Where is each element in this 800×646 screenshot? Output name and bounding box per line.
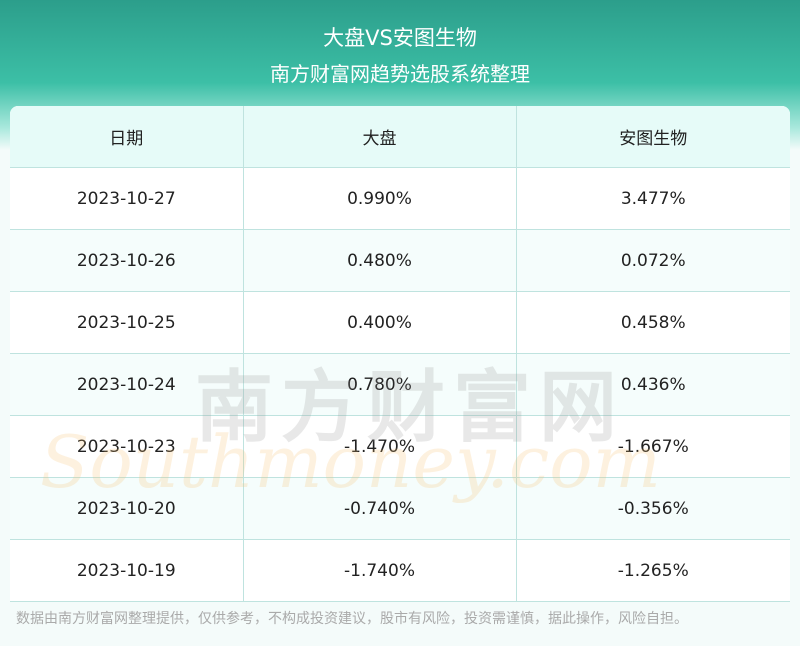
table-cell: -1.740% <box>243 539 517 602</box>
table-row: 2023-10-23 -1.470% -1.667% <box>10 415 790 478</box>
title: 大盘VS安图生物 <box>323 26 477 50</box>
footer-note: 数据由南方财富网整理提供，仅供参考，不构成投资建议，股市有风险，投资需谨慎，据此… <box>16 611 688 627</box>
table-row: 2023-10-27 0.990% 3.477% <box>10 167 790 230</box>
table-cell: 2023-10-19 <box>10 539 244 602</box>
table-cell: 0.480% <box>243 229 517 292</box>
table-cell: 0.400% <box>243 291 517 354</box>
table-cell: 2023-10-24 <box>10 353 244 416</box>
subtitle: 南方财富网趋势选股系统整理 <box>270 62 530 86</box>
table-cell: -1.265% <box>516 539 790 602</box>
table-cell: 0.780% <box>243 353 517 416</box>
table-cell: -1.667% <box>516 415 790 478</box>
column-header: 日期 <box>10 106 244 168</box>
table-row: 2023-10-26 0.480% 0.072% <box>10 229 790 292</box>
table-cell: 2023-10-20 <box>10 477 244 540</box>
table-cell: 3.477% <box>516 167 790 230</box>
column-header: 大盘 <box>243 106 517 168</box>
table-row: 2023-10-20 -0.740% -0.356% <box>10 477 790 540</box>
table-cell: -0.356% <box>516 477 790 540</box>
table-cell: 0.458% <box>516 291 790 354</box>
table-cell: 2023-10-26 <box>10 229 244 292</box>
table-cell: 0.072% <box>516 229 790 292</box>
header-row: 日期 大盘 安图生物 <box>10 106 790 168</box>
table-cell: 0.990% <box>243 167 517 230</box>
table-row: 2023-10-24 0.780% 0.436% <box>10 353 790 416</box>
table-cell: -1.470% <box>243 415 517 478</box>
table-cell: 0.436% <box>516 353 790 416</box>
table-cell: 2023-10-23 <box>10 415 244 478</box>
column-header: 安图生物 <box>516 106 790 168</box>
table-body: 2023-10-27 0.990% 3.477% 2023-10-26 0.480% 0.… <box>10 167 790 602</box>
table-cell: -0.740% <box>243 477 517 540</box>
table-cell: 2023-10-25 <box>10 291 244 354</box>
table-row: 2023-10-19 -1.740% -1.265% <box>10 539 790 602</box>
table-cell: 2023-10-27 <box>10 167 244 230</box>
table-row: 2023-10-25 0.400% 0.458% <box>10 291 790 354</box>
data-table: 日期 大盘 安图生物 2023-10-27 0.990% 3.477% 2023-10-2… <box>10 106 790 602</box>
